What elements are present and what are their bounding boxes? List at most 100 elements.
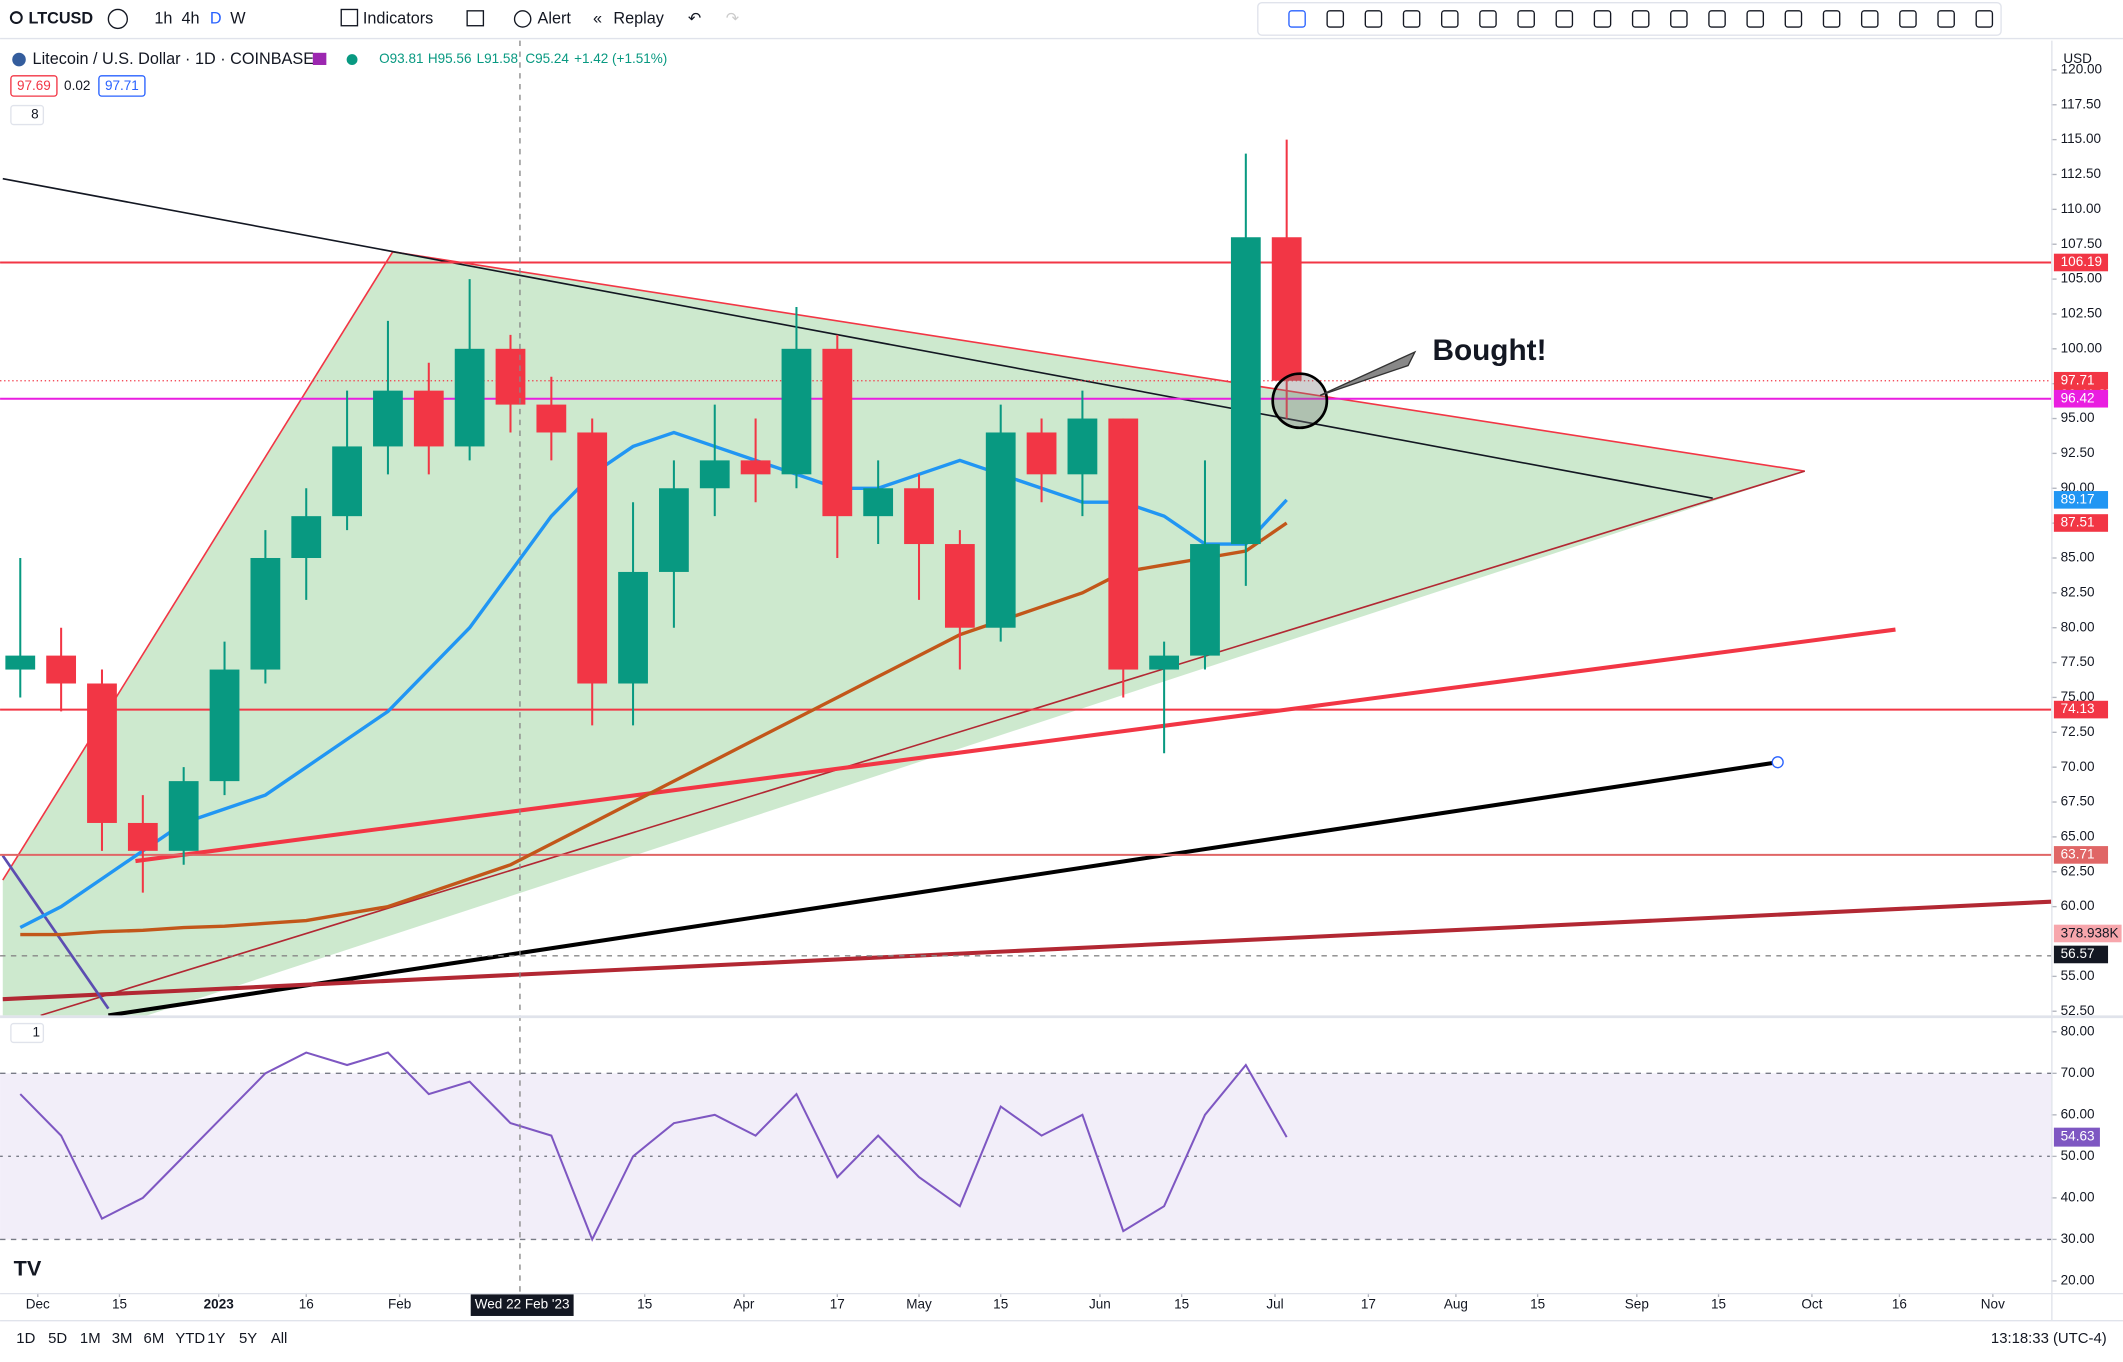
y-tick-label: 65.00 [2061, 828, 2095, 843]
candle-body [5, 655, 36, 670]
x-tick-label: 15 [112, 1297, 127, 1312]
price-label: 74.13 [2061, 701, 2095, 716]
replay-button[interactable]: Replay [613, 9, 664, 27]
currency[interactable]: USD [2063, 51, 2092, 66]
y-tick-label: 85.00 [2061, 550, 2095, 565]
interval-active[interactable]: D [210, 9, 222, 27]
crosshair-x-label: Wed 22 Feb '23 [475, 1297, 570, 1312]
price-label: 87.51 [2061, 515, 2095, 530]
range-button[interactable]: 1M [80, 1331, 101, 1347]
price-label: 63.71 [2061, 846, 2095, 861]
rsi-tick-label: 80.00 [2061, 1023, 2095, 1038]
candle-body [699, 460, 730, 489]
range-button[interactable]: 5D [48, 1331, 67, 1347]
x-tick-label: 16 [299, 1297, 314, 1312]
alert-button[interactable]: Alert [538, 9, 572, 27]
x-tick-label: 15 [1174, 1297, 1189, 1312]
y-tick-label: 92.50 [2061, 445, 2095, 460]
drawing-toolbar [1257, 2, 2002, 36]
range-button[interactable]: 5Y [239, 1331, 257, 1347]
candle-body [1067, 418, 1098, 475]
y-tick-label: 82.50 [2061, 584, 2095, 599]
rsi-tick-label: 40.00 [2061, 1189, 2095, 1204]
annotation-text: Bought! [1432, 334, 1546, 367]
y-tick-label: 95.00 [2061, 410, 2095, 425]
x-tick-label: 16 [1892, 1297, 1907, 1312]
candle-body [822, 348, 853, 517]
price-label: 56.57 [2061, 946, 2095, 961]
crosshair-x-box [470, 1294, 574, 1316]
symbol[interactable]: LTCUSD [28, 9, 93, 27]
price-label-box [2053, 491, 2109, 509]
ask: 97.71 [105, 78, 139, 93]
interval[interactable]: 4h [181, 9, 199, 27]
trendline [135, 627, 1896, 864]
tool-icon [1670, 10, 1688, 28]
spread: 0.02 [64, 78, 90, 93]
hidden-indicators[interactable]: 8 [31, 107, 39, 122]
indicators-button[interactable]: Indicators [363, 9, 433, 27]
price-label-box [2053, 389, 2109, 408]
drawing-tools [1288, 10, 1994, 28]
candle-body [168, 781, 199, 851]
y-tick-label: 67.50 [2061, 794, 2095, 809]
y-tick-label: 75.00 [2061, 689, 2095, 704]
candle-body [904, 488, 934, 545]
candle-body [495, 348, 526, 405]
x-tick-label: 15 [993, 1297, 1008, 1312]
range-button[interactable]: 6M [144, 1331, 165, 1347]
trendline [2, 177, 1713, 500]
y-tick-label: 115.00 [2061, 131, 2101, 146]
tool-icon [1479, 10, 1497, 28]
range-button[interactable]: YTD [175, 1331, 205, 1347]
candle-body [127, 822, 158, 851]
y-tick-label: 110.00 [2061, 201, 2101, 216]
tool-icon [1555, 10, 1574, 28]
price-label-box [2053, 846, 2109, 864]
candle-body [659, 488, 689, 572]
logo: TV [14, 1256, 42, 1281]
rsi-tick-label: 30.00 [2061, 1231, 2095, 1246]
range-button[interactable]: 1D [16, 1331, 35, 1347]
range-button[interactable]: All [271, 1331, 288, 1347]
candle-body [454, 348, 485, 447]
legend-low: L91.58 [477, 51, 518, 66]
range-button[interactable]: 3M [112, 1331, 133, 1347]
candle-body [1190, 544, 1220, 656]
y-tick-label: 60.00 [2061, 898, 2095, 913]
price-label-box [2053, 945, 2109, 964]
candle-body [291, 516, 322, 558]
candle-body [985, 432, 1016, 628]
candle-body [740, 460, 771, 475]
price-label: 96.42 [2061, 390, 2095, 405]
rsi-legend[interactable]: 1 [33, 1025, 41, 1040]
interval[interactable]: 1h [154, 9, 172, 27]
candle-body [536, 404, 567, 433]
moving-average [19, 430, 1288, 930]
x-tick-label: Jun [1089, 1297, 1111, 1312]
replay-icon: « [593, 9, 602, 27]
volume-label: 378.938K [2061, 926, 2119, 941]
interval[interactable]: W [230, 9, 246, 27]
candle-body [781, 348, 812, 475]
tool-icon [1784, 10, 1803, 28]
x-tick-label: 2023 [204, 1297, 235, 1312]
candle-body [1230, 237, 1261, 545]
y-tick-label: 52.50 [2061, 1003, 2095, 1018]
moving-average [20, 521, 1288, 937]
rsi-value-label: 54.63 [2061, 1129, 2095, 1144]
y-tick-label: 72.50 [2061, 724, 2095, 739]
y-tick-label: 112.50 [2061, 166, 2101, 181]
rsi-tick-label: 20.00 [2061, 1272, 2095, 1287]
triangle-fill [2, 251, 1805, 1016]
price-label: 106.19 [2061, 254, 2102, 269]
undo[interactable]: ↶ [688, 9, 702, 27]
y-tick-label: 120.00 [2061, 61, 2102, 76]
candle-body [863, 488, 894, 517]
legend-high: H95.56 [428, 51, 472, 66]
tool-icon [1860, 10, 1879, 28]
range-button[interactable]: 1Y [207, 1331, 225, 1347]
y-tick-label: 55.00 [2061, 968, 2095, 983]
tool-icon [1708, 10, 1726, 28]
x-tick-label: Apr [733, 1297, 755, 1312]
